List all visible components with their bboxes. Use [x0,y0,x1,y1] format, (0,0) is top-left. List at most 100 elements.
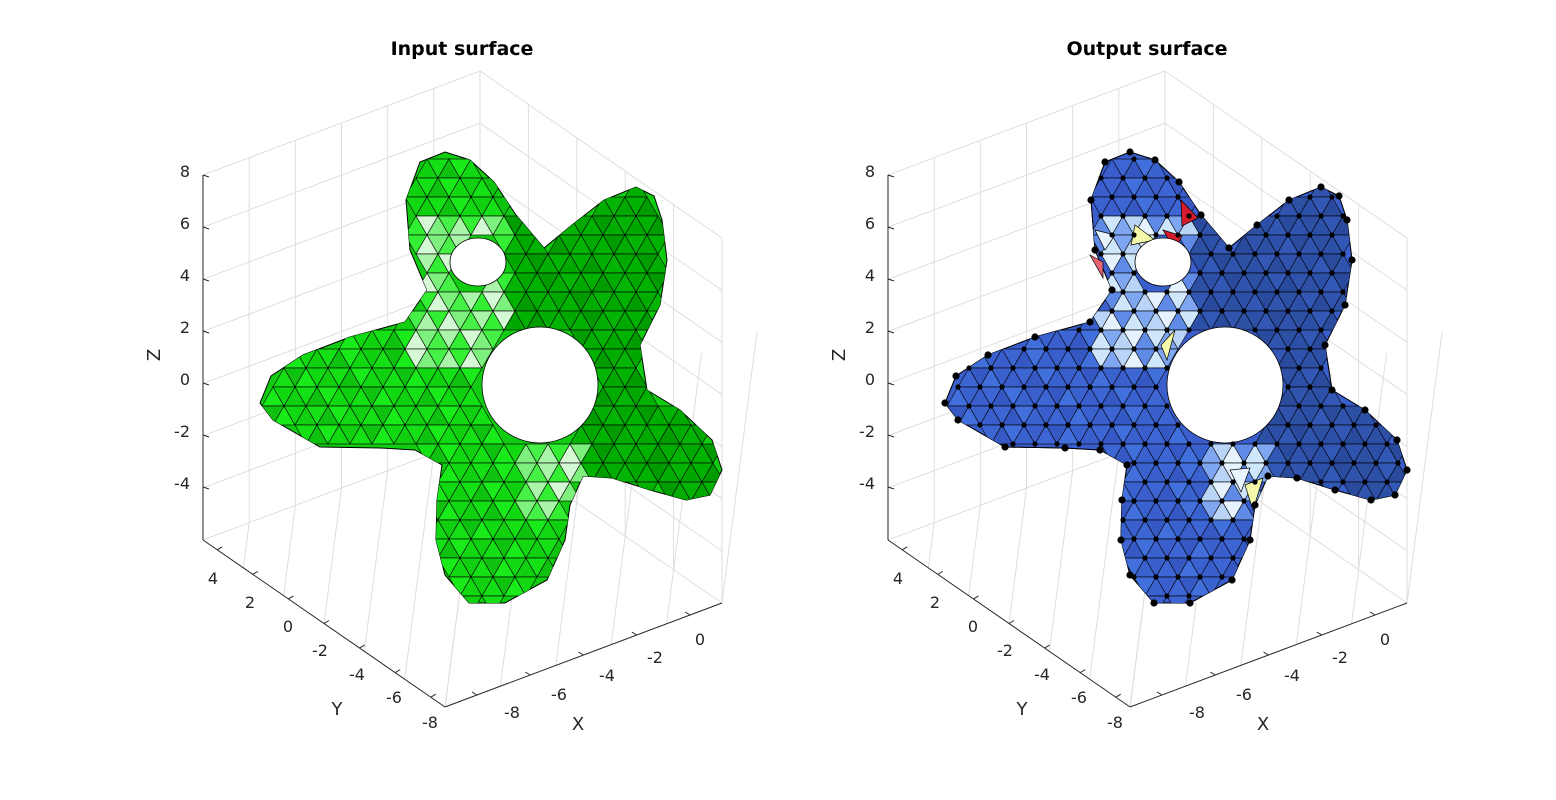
x-tick [684,611,691,616]
x-tick [524,671,531,676]
y-tick [394,669,401,674]
mesh-node [1285,460,1291,466]
mesh-node [1153,232,1159,238]
mesh-node [1131,270,1137,276]
mesh-node [1120,251,1126,257]
boundary-node [1253,221,1261,229]
mesh-node [1219,536,1225,542]
mesh-node [1109,270,1115,276]
mesh-node [1263,460,1269,466]
boundary-node [1126,571,1134,579]
mesh-node [1318,213,1324,219]
z-tick-label: 8 [180,162,190,181]
mesh-node [1032,403,1038,409]
mesh-node [1131,346,1137,352]
y-tick [1115,693,1122,698]
x-tick-label: 0 [1380,630,1390,649]
mesh-node [1285,384,1291,390]
mesh-node [1296,365,1302,371]
z-tick-label: 4 [865,266,875,285]
mesh-node [1329,194,1335,200]
mesh-node [1285,232,1291,238]
mesh-node [1186,555,1192,561]
mesh-node [1307,422,1313,428]
mesh-node [1208,517,1214,523]
mesh-node [1197,460,1203,466]
boundary-node [1087,196,1095,204]
y-axis-ticks: 4 2 0 -2 -4 -6 -8 [893,569,1123,732]
y-tick [323,620,330,624]
boundary-node [1101,158,1109,166]
mesh-node [1109,422,1115,428]
mesh-node [1164,555,1170,561]
mesh-node [1340,251,1346,257]
mesh-node [1263,308,1269,314]
mesh-node [1153,346,1159,352]
boundary-node [1197,211,1205,219]
z-tick-label: 6 [180,214,190,233]
mesh-node [1274,213,1280,219]
grid-line [1089,453,1120,680]
mesh-node [1087,422,1093,428]
mesh-node [1131,194,1137,200]
mesh-node [999,384,1005,390]
x-tick [1209,671,1216,676]
boundary-node [1393,436,1401,444]
boundary-node [1086,318,1094,326]
mesh-node [1186,593,1192,599]
boundary-node [1264,472,1272,480]
z-tick [202,174,210,178]
boundary-node [1118,496,1126,504]
mesh-node [1054,403,1060,409]
y-tick-label: -6 [386,688,402,707]
y-tick [252,570,259,575]
mesh-node [1285,346,1291,352]
mesh-node [1230,555,1236,561]
mesh-node [1142,479,1148,485]
mesh-node [1131,460,1137,466]
highlight-face [1160,329,1176,362]
mesh-node [1362,479,1368,485]
y-tick-label: 4 [208,569,218,588]
mesh-node [1186,327,1192,333]
boundary-node [952,372,960,380]
mesh-node [1175,536,1181,542]
grid-line [1048,470,1074,652]
mesh-node [1021,346,1027,352]
mesh-node [1252,289,1258,295]
grid-line [323,487,342,624]
z-tick-label: -2 [859,422,875,441]
mesh-node [1076,441,1082,447]
mesh-node [1318,365,1324,371]
mesh-node [1109,346,1115,352]
mesh-node [1296,441,1302,447]
x-tick-label: -4 [1284,666,1300,685]
mesh-node [1087,384,1093,390]
mesh-node [1153,574,1159,580]
z-tick-label: 0 [865,370,875,389]
mesh-node [1175,498,1181,504]
mesh-node [1340,479,1346,485]
z-tick [202,278,210,282]
mesh-node [1329,422,1335,428]
mesh-node [1241,460,1247,466]
mesh-node [1109,232,1115,238]
y-tick [1008,620,1015,624]
y-tick-label: 0 [283,617,293,636]
mesh-node [1296,251,1302,257]
z-tick [887,174,895,178]
y-tick [1079,669,1086,674]
mesh-node [1120,403,1126,409]
z-tick [887,278,895,282]
z-axis-label: Z [829,349,850,361]
mesh-node [1340,213,1346,219]
mesh-node [1021,384,1027,390]
mesh-node [988,365,994,371]
mesh-node [1142,403,1148,409]
mesh-node [1098,251,1104,257]
mesh-node [1285,270,1291,276]
y-tick-label: -6 [1071,688,1087,707]
z-axis-ticks: 8 6 4 2 0 -2 -4 [174,162,190,493]
mesh-node [1274,289,1280,295]
mesh-node [1120,441,1126,447]
